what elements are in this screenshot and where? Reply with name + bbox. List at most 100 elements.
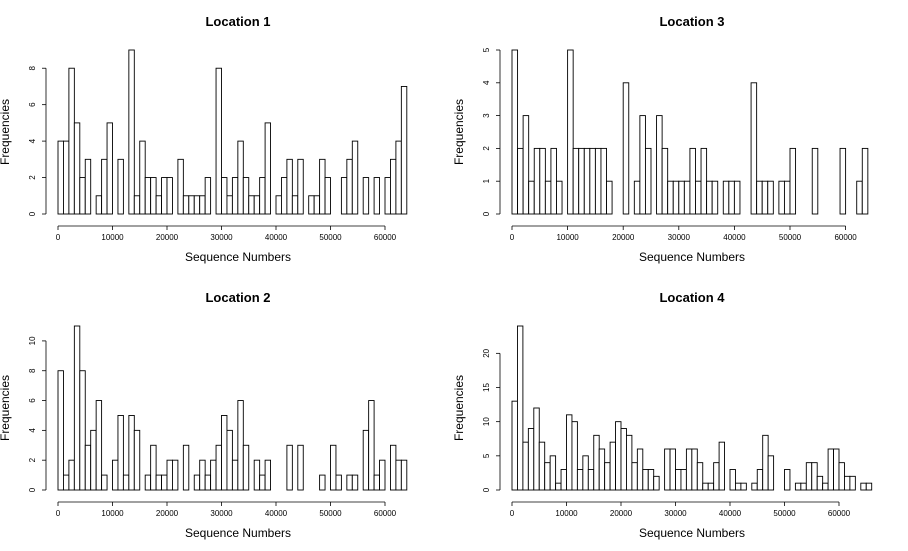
chart-title: Location 2	[205, 290, 270, 305]
y-tick-label: 20	[482, 348, 491, 357]
histogram-bar	[691, 448, 698, 491]
x-tick-label: 50000	[773, 509, 796, 518]
histogram-bar	[711, 180, 719, 215]
histogram-bar	[622, 82, 630, 215]
histogram-bar	[594, 147, 602, 215]
y-tick-label: 4	[482, 80, 491, 85]
histogram-bar	[84, 444, 92, 491]
histogram-bar	[177, 158, 184, 215]
y-tick-label: 8	[28, 65, 37, 70]
histogram-bar	[556, 180, 563, 215]
x-tick-label: 0	[510, 233, 515, 242]
histogram-bar	[636, 448, 644, 491]
histogram-bar	[661, 147, 669, 215]
x-tick-label: 40000	[265, 233, 288, 242]
histogram-bar	[517, 325, 524, 491]
y-tick-label: 5	[482, 453, 491, 458]
histogram-bar	[718, 441, 725, 491]
histogram-bar	[740, 482, 747, 491]
x-tick-label: 30000	[664, 509, 687, 518]
histogram-bar	[583, 147, 591, 215]
histogram-bar	[578, 147, 585, 215]
histogram-bar	[231, 459, 239, 491]
histogram-bar	[90, 429, 97, 491]
histogram-bar	[395, 140, 402, 215]
histogram-bar	[68, 459, 75, 491]
histogram-bar	[319, 158, 326, 215]
x-tick-label: 30000	[210, 509, 233, 518]
histogram-bar	[101, 474, 108, 491]
histogram-bar	[390, 158, 397, 215]
histogram-bar	[767, 455, 775, 491]
histogram-bar	[589, 147, 596, 215]
histogram-bar	[539, 147, 546, 215]
histogram-bar	[237, 140, 244, 215]
panel-1: Location 1 0 10000 20000 30000 40000 50000 6000…	[0, 14, 408, 264]
histogram-bar	[400, 459, 408, 491]
histogram-bar	[95, 195, 103, 215]
y-axis-label: Frequencies	[452, 99, 466, 165]
histogram-bar	[101, 158, 108, 215]
histogram-bar	[63, 474, 70, 491]
histogram-bar	[604, 462, 611, 491]
histogram-bar	[800, 482, 807, 491]
y-tick-label: 4	[28, 428, 37, 433]
histogram-bar	[193, 474, 201, 491]
histogram-bar	[680, 469, 687, 491]
histogram-bar	[816, 475, 824, 491]
histogram-bar	[644, 147, 652, 215]
histogram-bar	[335, 474, 342, 491]
histogram-bar	[865, 482, 873, 491]
histogram-bar	[226, 429, 233, 491]
x-tick-label: 20000	[156, 509, 179, 518]
histogram-bar	[707, 482, 715, 491]
x-axis-label: Sequence Numbers	[185, 526, 291, 540]
histogram-bar	[844, 475, 851, 491]
histogram-bar	[750, 82, 758, 215]
histogram-bar	[767, 180, 774, 215]
y-tick-label: 10	[482, 417, 491, 426]
histogram-bar	[171, 459, 179, 491]
histogram-bar	[73, 122, 81, 215]
y-tick-label: 8	[28, 368, 37, 373]
histogram-bar	[733, 180, 741, 215]
histogram-bar	[237, 400, 244, 491]
histogram-bar	[297, 158, 304, 215]
histogram-bar	[395, 459, 402, 491]
histogram-bar	[400, 85, 408, 215]
histogram-bar	[199, 459, 206, 491]
histogram-bar	[155, 195, 163, 215]
histogram-bar	[533, 407, 540, 491]
histogram-bar	[678, 180, 685, 215]
histogram-bar	[221, 177, 228, 215]
histogram-bar	[346, 158, 353, 215]
histogram-bar	[626, 434, 633, 491]
histogram-bar	[550, 147, 557, 215]
histogram-bar	[351, 140, 359, 215]
histogram-bar	[839, 147, 847, 215]
histogram-bar	[528, 180, 535, 215]
histogram-bar	[722, 180, 730, 215]
histogram-bar	[761, 180, 769, 215]
histogram-bar	[144, 177, 152, 215]
histogram-bar	[253, 459, 261, 491]
panel-3: Location 2 0 10000 20000 30000 40000 50000 6000…	[0, 290, 408, 540]
histogram-bar	[544, 180, 552, 215]
histogram-bar	[756, 469, 764, 491]
histogram-bar	[593, 434, 600, 491]
chart-title: Location 1	[205, 14, 270, 29]
histogram-bar	[161, 177, 168, 215]
y-tick-label: 6	[28, 398, 37, 403]
histogram-bar	[286, 158, 293, 215]
histogram-bar	[728, 180, 735, 215]
histogram-bar	[620, 428, 627, 491]
histogram-bar	[560, 469, 567, 491]
x-tick-label: 10000	[101, 509, 124, 518]
y-tick-label: 4	[28, 138, 37, 143]
histogram-bar	[555, 482, 562, 491]
histogram-bar	[57, 140, 64, 215]
histogram-bar	[794, 482, 802, 491]
y-tick-label: 0	[482, 211, 491, 216]
y-tick-label: 3	[482, 113, 491, 118]
